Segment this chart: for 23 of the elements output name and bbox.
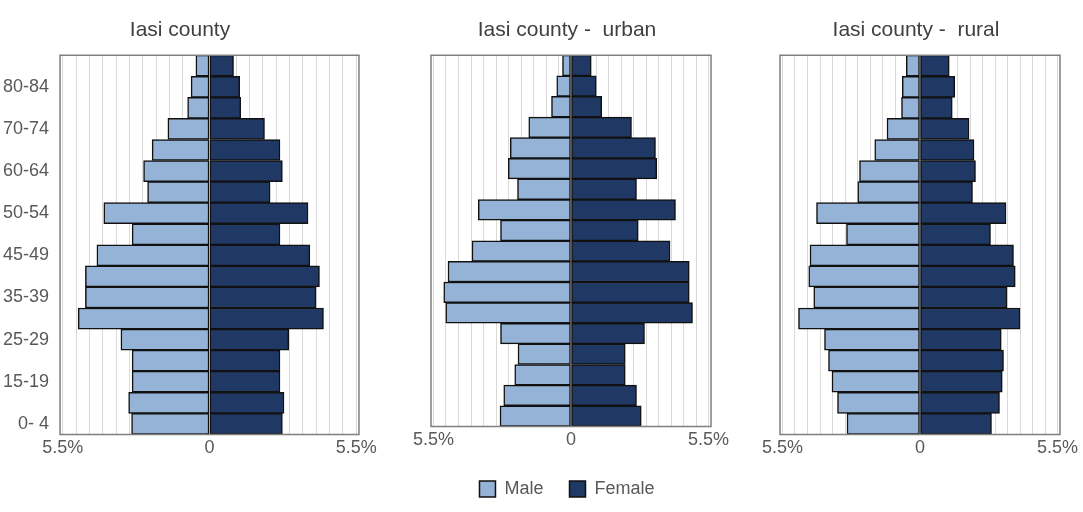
x-tick-label: 5.5% (1036, 437, 1079, 458)
x-tick-label: 5.5% (42, 437, 84, 458)
y-tick-label: 35-39 (2, 286, 50, 307)
y-tick-label: 80-84 (2, 75, 50, 96)
y-tick-label: 70-74 (2, 117, 50, 138)
x-tick-label: 5.5% (412, 429, 455, 450)
x-tick-label: 0 (204, 437, 215, 458)
chart-title: Iasi county (129, 17, 231, 41)
x-tick-label: 0 (565, 429, 577, 450)
chart-title: Iasi county - rural (832, 17, 1000, 41)
y-tick-label: 45-49 (2, 244, 50, 265)
legend-label: Male (504, 477, 544, 498)
x-tick-label: 5.5% (335, 437, 377, 458)
y-tick-label: 0- 4 (18, 412, 50, 433)
y-tick-label: 25-29 (2, 328, 50, 349)
y-tick-label: 50-54 (2, 202, 50, 223)
y-tick-label: 60-64 (2, 160, 50, 181)
y-tick-label: 15-19 (2, 370, 50, 391)
legend-label: Female (594, 477, 655, 498)
x-tick-label: 0 (914, 437, 926, 458)
x-tick-label: 5.5% (761, 437, 804, 458)
x-tick-label: 5.5% (687, 429, 730, 450)
chart-title: Iasi county - urban (477, 17, 657, 41)
